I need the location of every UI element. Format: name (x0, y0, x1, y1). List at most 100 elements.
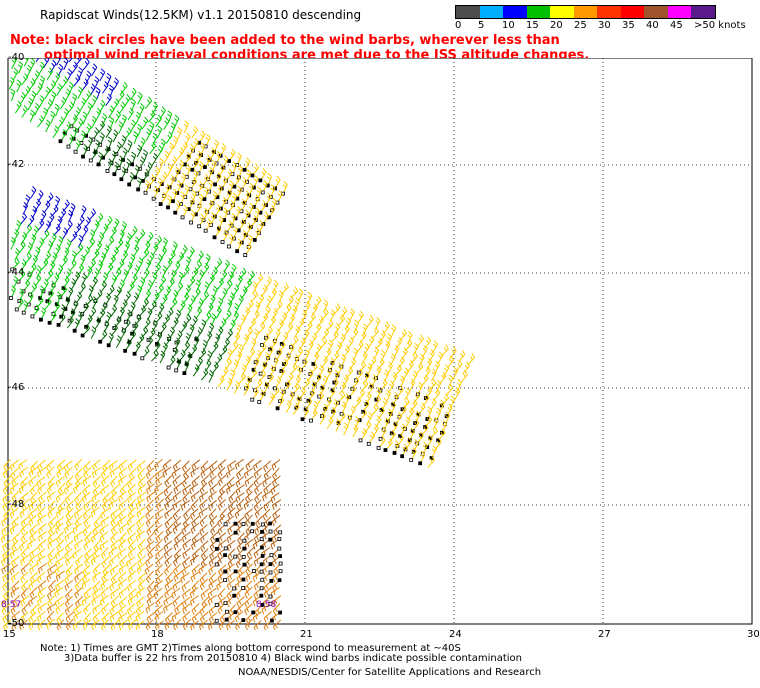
colorbar-swatch (573, 6, 598, 18)
wind-barb (47, 555, 56, 568)
wind-barb (63, 58, 69, 70)
wind-barb (74, 106, 81, 120)
wind-barb (124, 94, 131, 107)
wind-barb (171, 587, 181, 599)
wind-barb (82, 571, 91, 583)
wind-barb (100, 252, 106, 265)
wind-barb (64, 522, 74, 534)
wind-barb (56, 459, 66, 472)
wind-speed-colorbar (455, 5, 716, 19)
wind-barb (227, 554, 238, 569)
wind-barb (101, 223, 109, 237)
wind-barb (373, 394, 381, 407)
wind-barb (200, 368, 209, 381)
wind-barb (197, 213, 205, 229)
wind-barb (245, 563, 253, 576)
wind-barb (262, 508, 271, 521)
wind-barb (90, 325, 97, 339)
wind-barb (146, 570, 154, 584)
wind-barb (133, 264, 140, 278)
wind-barb (48, 260, 56, 274)
wind-barb (20, 554, 30, 566)
wind-barb (195, 279, 201, 293)
wind-barb (193, 335, 200, 349)
wind-barb (110, 304, 118, 318)
wind-barb (90, 506, 100, 518)
wind-barb (343, 422, 349, 436)
wind-barb (44, 86, 51, 100)
wind-barb (333, 322, 341, 336)
wind-barb (47, 240, 54, 254)
wind-barb (79, 97, 87, 111)
wind-barb (132, 341, 141, 356)
wind-barb (215, 306, 222, 319)
wind-barb (326, 416, 334, 429)
wind-barb (108, 105, 115, 119)
wind-barb (54, 564, 64, 576)
wind-barb (21, 105, 28, 118)
wind-barb (212, 225, 222, 240)
wind-barb (243, 382, 250, 396)
wind-barb (227, 148, 236, 163)
wind-barb (200, 474, 210, 487)
wind-barb (31, 254, 38, 268)
wind-barb (209, 294, 216, 308)
longitude-label: 27 (598, 629, 611, 640)
colorbar-label: 20 (550, 20, 563, 31)
wind-barb (37, 115, 45, 128)
wind-barb (46, 459, 55, 472)
wind-barb (145, 555, 154, 567)
wind-barb (128, 562, 137, 575)
wind-barb (137, 468, 145, 481)
wind-barb (384, 340, 391, 354)
wind-barb (210, 523, 219, 536)
wind-barb (191, 563, 200, 576)
wind-barb (388, 429, 396, 443)
wind-barb (163, 484, 172, 497)
wind-barb (66, 500, 74, 513)
wind-barb (217, 546, 228, 560)
wind-barb (110, 323, 118, 337)
wind-barb (101, 498, 110, 511)
wind-barb (183, 313, 192, 327)
wind-barb (35, 82, 43, 96)
wind-barb (225, 483, 236, 495)
wind-barb (181, 475, 190, 488)
wind-barb (69, 230, 78, 244)
wind-barb (194, 260, 203, 273)
wind-barb (272, 507, 281, 520)
wind-barb (155, 538, 163, 552)
wind-barb (183, 120, 189, 134)
wind-barb (106, 332, 114, 348)
wind-barb (211, 266, 218, 279)
wind-barb (227, 460, 237, 472)
wind-barb (253, 328, 260, 342)
wind-barb (28, 579, 38, 591)
wind-barb (96, 151, 104, 167)
wind-barb (58, 128, 67, 144)
wind-barb (217, 466, 226, 479)
wind-barb (200, 548, 209, 561)
colorbar-label: 15 (526, 20, 539, 31)
wind-barb (100, 586, 109, 599)
wind-barb (178, 300, 186, 313)
wind-barb (203, 133, 211, 149)
wind-barb (44, 297, 52, 310)
wind-barb (467, 353, 475, 366)
wind-barb (237, 532, 245, 545)
wind-barb (178, 271, 184, 285)
wind-barb (198, 347, 207, 361)
wind-barb (29, 586, 38, 599)
wind-barb (56, 312, 66, 327)
wind-barb (47, 564, 57, 576)
wind-barb (272, 569, 283, 583)
wind-barb (151, 319, 158, 333)
wind-barb (245, 514, 253, 527)
wind-barb (172, 499, 182, 511)
lat-lon-grid (8, 58, 752, 624)
wind-barb (48, 213, 55, 226)
wind-barb (385, 389, 392, 403)
wind-barbs (0, 58, 475, 630)
wind-barb (172, 459, 182, 472)
wind-barb (222, 337, 230, 351)
